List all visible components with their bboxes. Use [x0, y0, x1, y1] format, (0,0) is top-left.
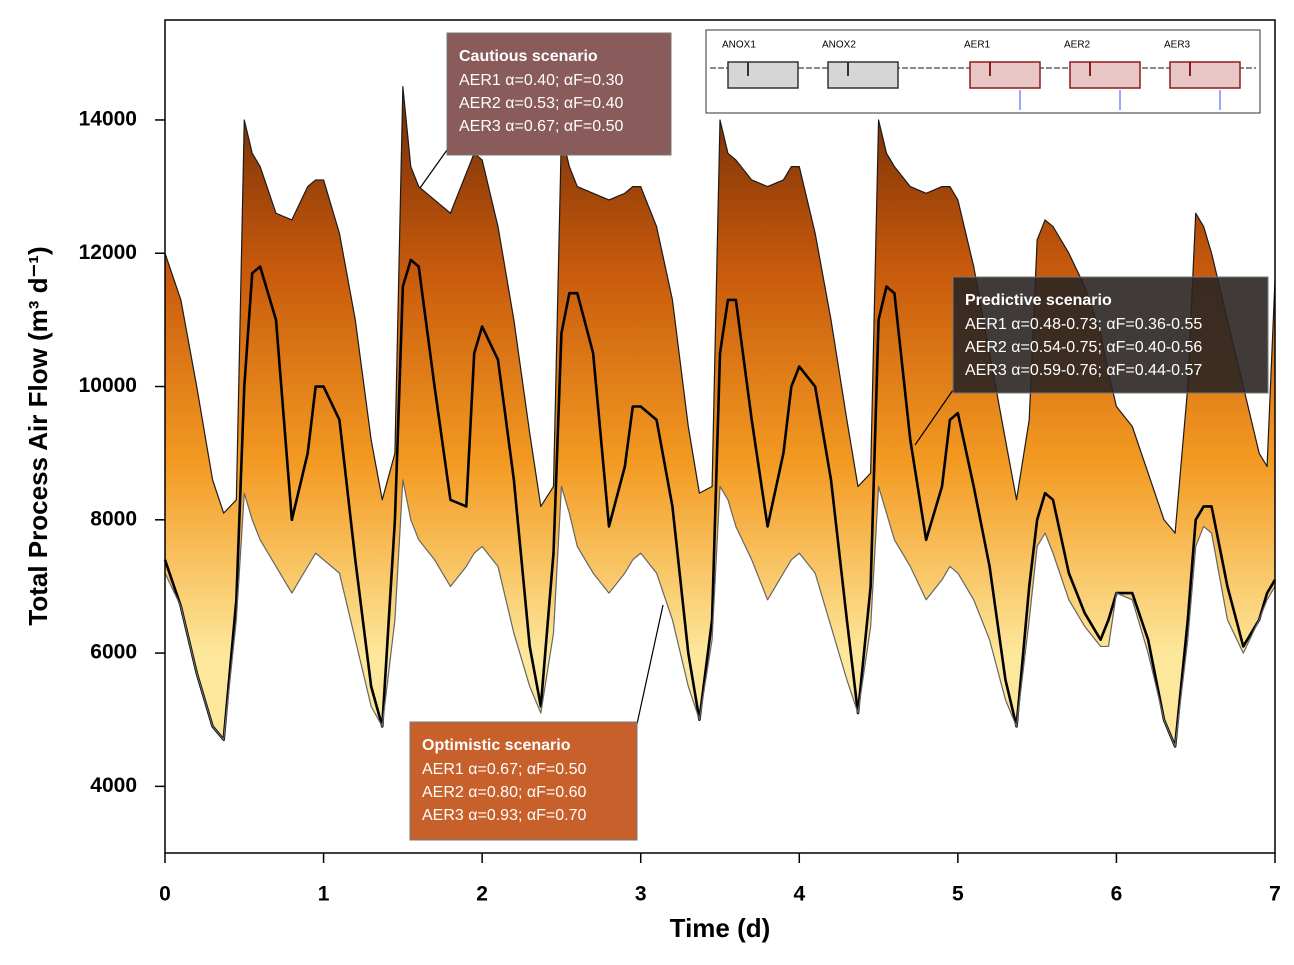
inset-label: AER1	[964, 40, 991, 51]
leader-line	[636, 604, 664, 725]
annotation-line: AER2 α=0.54-0.75; αF=0.40-0.56	[965, 339, 1202, 356]
inset-tank	[1069, 61, 1141, 89]
inset-label: AER2	[1064, 40, 1091, 51]
annotation-line: AER3 α=0.67; αF=0.50	[459, 118, 623, 135]
y-tick-label: 4000	[90, 774, 137, 797]
leader-line	[419, 149, 448, 189]
x-tick-label: 6	[1111, 883, 1123, 906]
inset-label: ANOX2	[822, 40, 856, 51]
annotation-line: AER1 α=0.48-0.73; αF=0.36-0.55	[965, 316, 1202, 333]
plot-frame	[164, 19, 1276, 854]
y-tick-label: 14000	[79, 108, 137, 131]
annotation-title: Cautious scenario	[459, 48, 598, 65]
annotation-box	[409, 721, 638, 841]
x-tick-label: 0	[159, 883, 171, 906]
annotation-line: AER3 α=0.59-0.76; αF=0.44-0.57	[965, 362, 1202, 379]
y-tick-label: 10000	[79, 374, 137, 397]
series-line	[164, 479, 1276, 747]
x-tick-label: 1	[318, 883, 330, 906]
inset-tank	[1169, 61, 1241, 89]
y-tick-label: 8000	[90, 507, 137, 530]
inset-tank	[969, 61, 1041, 89]
y-axis-title: Total Process Air Flow (m³ d⁻¹)	[23, 246, 53, 625]
annotation-line: AER2 α=0.53; αF=0.40	[459, 95, 623, 112]
annotation-line: AER1 α=0.67; αF=0.50	[422, 761, 586, 778]
x-tick-label: 4	[793, 883, 805, 906]
x-tick-label: 7	[1269, 883, 1281, 906]
annotation-title: Predictive scenario	[965, 292, 1112, 309]
annotation-title: Optimistic scenario	[422, 737, 571, 754]
leader-line	[914, 389, 954, 446]
inset-label: AER3	[1164, 40, 1191, 51]
annotation-line: AER3 α=0.93; αF=0.70	[422, 807, 586, 824]
band-fill	[165, 86, 1275, 747]
y-tick-label: 12000	[79, 241, 137, 264]
annotation-line: AER2 α=0.80; αF=0.60	[422, 784, 586, 801]
inset-tank	[827, 61, 899, 89]
x-tick-label: 5	[952, 883, 964, 906]
series-line	[163, 258, 1277, 748]
annotation-box	[446, 32, 672, 156]
annotation-line: AER1 α=0.40; αF=0.30	[459, 72, 623, 89]
inset-label: ANOX1	[722, 40, 756, 51]
x-tick-label: 3	[635, 883, 647, 906]
x-axis-title: Time (d)	[670, 913, 771, 943]
x-tick-label: 2	[476, 883, 488, 906]
y-tick-label: 6000	[90, 641, 137, 664]
annotation-box	[952, 276, 1269, 394]
inset-tank	[727, 61, 799, 89]
